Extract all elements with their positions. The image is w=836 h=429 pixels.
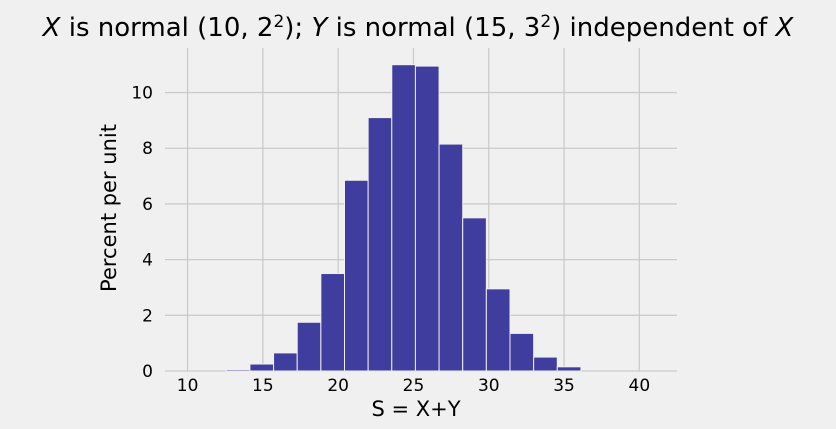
- histogram-bars: [225, 64, 582, 372]
- histogram-bar: [438, 143, 464, 372]
- histogram-bar: [320, 273, 346, 372]
- histogram-bar: [391, 64, 416, 372]
- x-tick-label: 30: [478, 376, 500, 396]
- histogram-bar: [273, 352, 298, 372]
- y-tick-label: 2: [142, 306, 153, 326]
- x-tick-label: 40: [629, 376, 651, 396]
- histogram-bar: [225, 369, 251, 372]
- y-tick-label: 8: [142, 139, 153, 159]
- y-tick-label: 0: [142, 362, 153, 382]
- histogram-bar: [367, 117, 393, 372]
- histogram-bar: [485, 288, 511, 372]
- histogram-bar: [509, 332, 535, 372]
- x-tick-label: 35: [553, 376, 575, 396]
- tick-labels: 10 15 20 25 30 35 40 0 2 4 6 8 10: [131, 84, 650, 396]
- chart-title: X is normal (10, 22); Y is normal (15, 3…: [41, 12, 795, 43]
- y-tick-label: 4: [142, 251, 153, 271]
- x-tick-label: 20: [327, 376, 349, 396]
- x-tick-label: 25: [403, 376, 425, 396]
- x-tick-label: 10: [177, 376, 199, 396]
- histogram-bar: [462, 217, 487, 372]
- histogram-bar: [296, 321, 322, 372]
- x-tick-label: 15: [252, 376, 274, 396]
- y-axis-label: Percent per unit: [97, 124, 121, 292]
- x-axis-label: S = X+Y: [371, 397, 460, 421]
- y-tick-label: 10: [131, 84, 153, 104]
- histogram-bar: [556, 366, 582, 372]
- y-tick-label: 6: [142, 195, 153, 215]
- histogram-bar: [414, 65, 440, 372]
- histogram-bar: [249, 363, 275, 372]
- histogram-bar: [344, 179, 369, 372]
- histogram-bar: [533, 356, 558, 372]
